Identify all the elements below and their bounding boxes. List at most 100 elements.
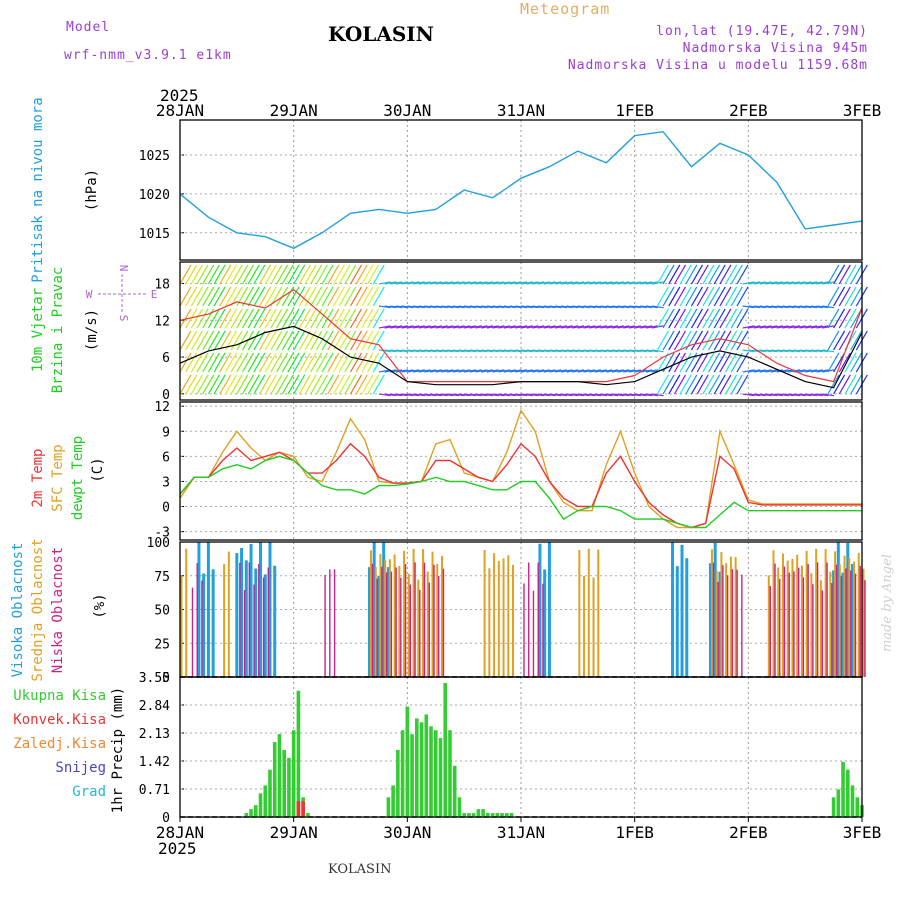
wind-barb (412, 349, 425, 353)
precip-bar (400, 730, 405, 817)
wind-barb (560, 305, 573, 309)
wind-barb (793, 281, 806, 285)
top-date-tick: 2FEB (729, 101, 768, 120)
wind-barb (481, 393, 494, 397)
precip-bar (500, 813, 504, 817)
wind-barb (196, 330, 209, 351)
wind-barb (509, 325, 522, 329)
wind-speed-line (179, 325, 863, 389)
wind-barb (179, 308, 192, 329)
wind-barb (355, 308, 368, 329)
wind-barb (338, 330, 351, 351)
wind-barb (349, 374, 363, 395)
sfc-temp-line (179, 408, 862, 529)
wind-barb (469, 369, 482, 373)
wind-barb (708, 352, 721, 373)
wind-barb (753, 393, 766, 397)
wind-barb (287, 286, 300, 307)
wind-barb (384, 325, 397, 329)
wind-barb (702, 330, 715, 351)
wind-barb (498, 349, 511, 353)
wind-barb (594, 369, 607, 373)
wind-barb (224, 352, 238, 373)
wind-barb (469, 393, 482, 397)
wind-barb (696, 330, 709, 351)
wind-barb (264, 264, 277, 285)
wind-barb (475, 325, 488, 329)
wind-barb (822, 393, 835, 397)
wind-barb (617, 325, 630, 329)
wind-barb (816, 281, 829, 285)
wind-barb (759, 325, 772, 329)
bottom-date-tick: 28JAN (156, 823, 204, 842)
wind-barb (247, 264, 260, 285)
wind-barb (367, 308, 380, 329)
wind-barb (515, 325, 528, 329)
wind-barb (310, 352, 323, 373)
wind-barb (572, 305, 585, 309)
wind-barb (321, 286, 334, 307)
wind-barb (532, 369, 545, 373)
wind-barb (730, 330, 743, 351)
precip-bar (509, 813, 514, 817)
wind-barb (361, 374, 374, 395)
wind-barb (822, 349, 835, 353)
wind-barb (748, 393, 761, 397)
wind-barb (555, 349, 568, 353)
wind-barb (270, 264, 283, 285)
wind-barb (656, 286, 669, 307)
wind-barb (213, 264, 226, 285)
wind-barb (577, 369, 590, 373)
wind-barb (719, 264, 732, 285)
wind-barb (338, 308, 351, 329)
wind-barb (583, 281, 596, 285)
wind-barb (247, 352, 260, 373)
wind-barb (645, 305, 658, 309)
wind-barb (690, 330, 704, 351)
wind-barb (623, 305, 636, 309)
wind-barb (293, 374, 306, 395)
wind-barb (475, 369, 488, 373)
wind-barb (617, 305, 630, 309)
wind-barb (332, 264, 345, 285)
wind-barb (207, 308, 220, 329)
mid-cloud-axis-title: Srednja Oblacnost (30, 538, 46, 681)
wind-barb (594, 393, 607, 397)
wind-barb (640, 393, 653, 397)
wind-barb (424, 349, 437, 353)
wind-barb (293, 330, 306, 351)
wind-barb (310, 374, 323, 395)
model-name: wrf-nmm_v3.9.1 e1km (64, 48, 232, 63)
wind-barb (452, 281, 465, 285)
wind-barb (230, 330, 243, 351)
wind-barb (662, 308, 675, 329)
wind-barb (253, 308, 266, 329)
wind-barb (344, 374, 357, 395)
wind-barb (759, 393, 772, 397)
wind-barb (355, 330, 368, 351)
wind-barb (645, 325, 659, 329)
wind-barb (685, 308, 698, 329)
wind-barb (384, 281, 397, 285)
wind-barb (589, 369, 602, 373)
wind-barb (207, 264, 220, 285)
precip-bar (415, 718, 419, 817)
wind-barb (435, 325, 448, 329)
model-elevation: Nadmorska Visina u modelu 1159.68m (567, 58, 868, 73)
wind-barb (788, 325, 801, 329)
precip-bar (258, 793, 263, 817)
wind-barb (321, 352, 334, 373)
wind-barb (401, 369, 414, 373)
wind-barb (349, 264, 363, 285)
wind-axis-subtitle: Brzina i Pravac (50, 267, 66, 393)
wind-barb (492, 325, 505, 329)
wind-barb (355, 374, 368, 395)
wind-barb (503, 305, 516, 309)
wind-barb (315, 308, 328, 329)
wind-barb (656, 308, 669, 329)
wind-barb (520, 349, 533, 353)
wind-barb (179, 374, 192, 395)
wind-barb (679, 264, 692, 285)
top-year-label: 2025 (160, 86, 199, 105)
wind-barb (526, 281, 539, 285)
